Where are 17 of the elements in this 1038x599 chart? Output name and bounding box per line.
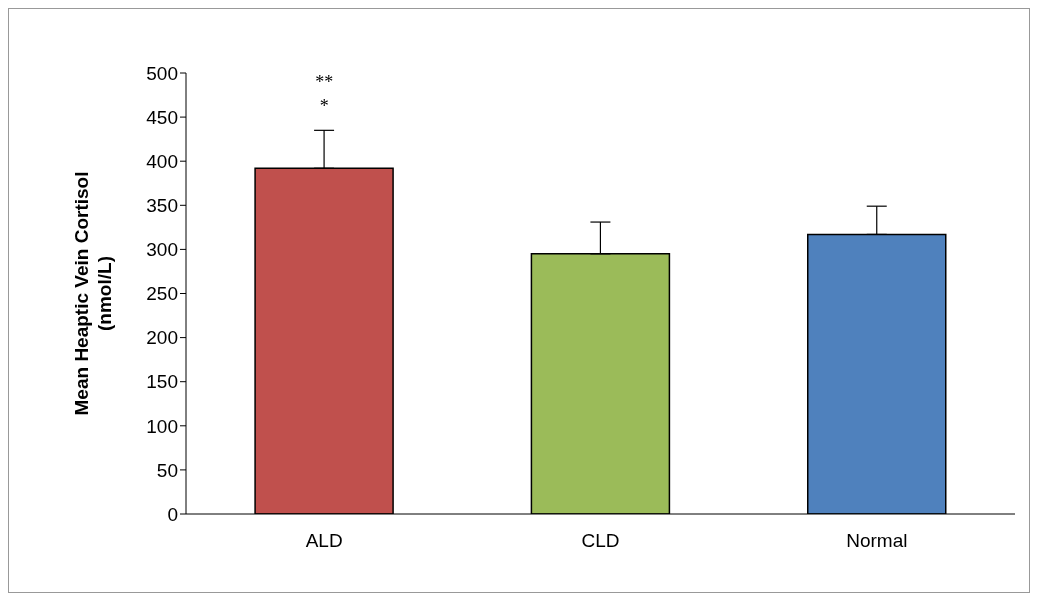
- y-tick-label: 200: [146, 327, 178, 349]
- y-axis-title: Mean Heaptic Vein Cortisol (nmol/L): [71, 171, 115, 416]
- y-tick-label: 450: [146, 106, 178, 128]
- y-tick-label: 0: [167, 503, 178, 525]
- y-tick-label: 50: [156, 459, 178, 481]
- y-tick-label: 350: [146, 195, 178, 217]
- x-tick-label: CLD: [581, 530, 620, 552]
- y-tick-label: 150: [146, 371, 178, 393]
- x-tick-label: Normal: [846, 530, 908, 552]
- annotation: *: [319, 96, 329, 117]
- y-tick-label: 300: [146, 239, 178, 261]
- y-tick-label: 250: [146, 283, 178, 305]
- y-tick-label: 500: [146, 62, 178, 84]
- x-tick-label: ALD: [305, 530, 343, 552]
- y-tick-label: 400: [146, 150, 178, 172]
- annotation: **: [315, 72, 334, 93]
- y-tick-label: 100: [146, 415, 178, 437]
